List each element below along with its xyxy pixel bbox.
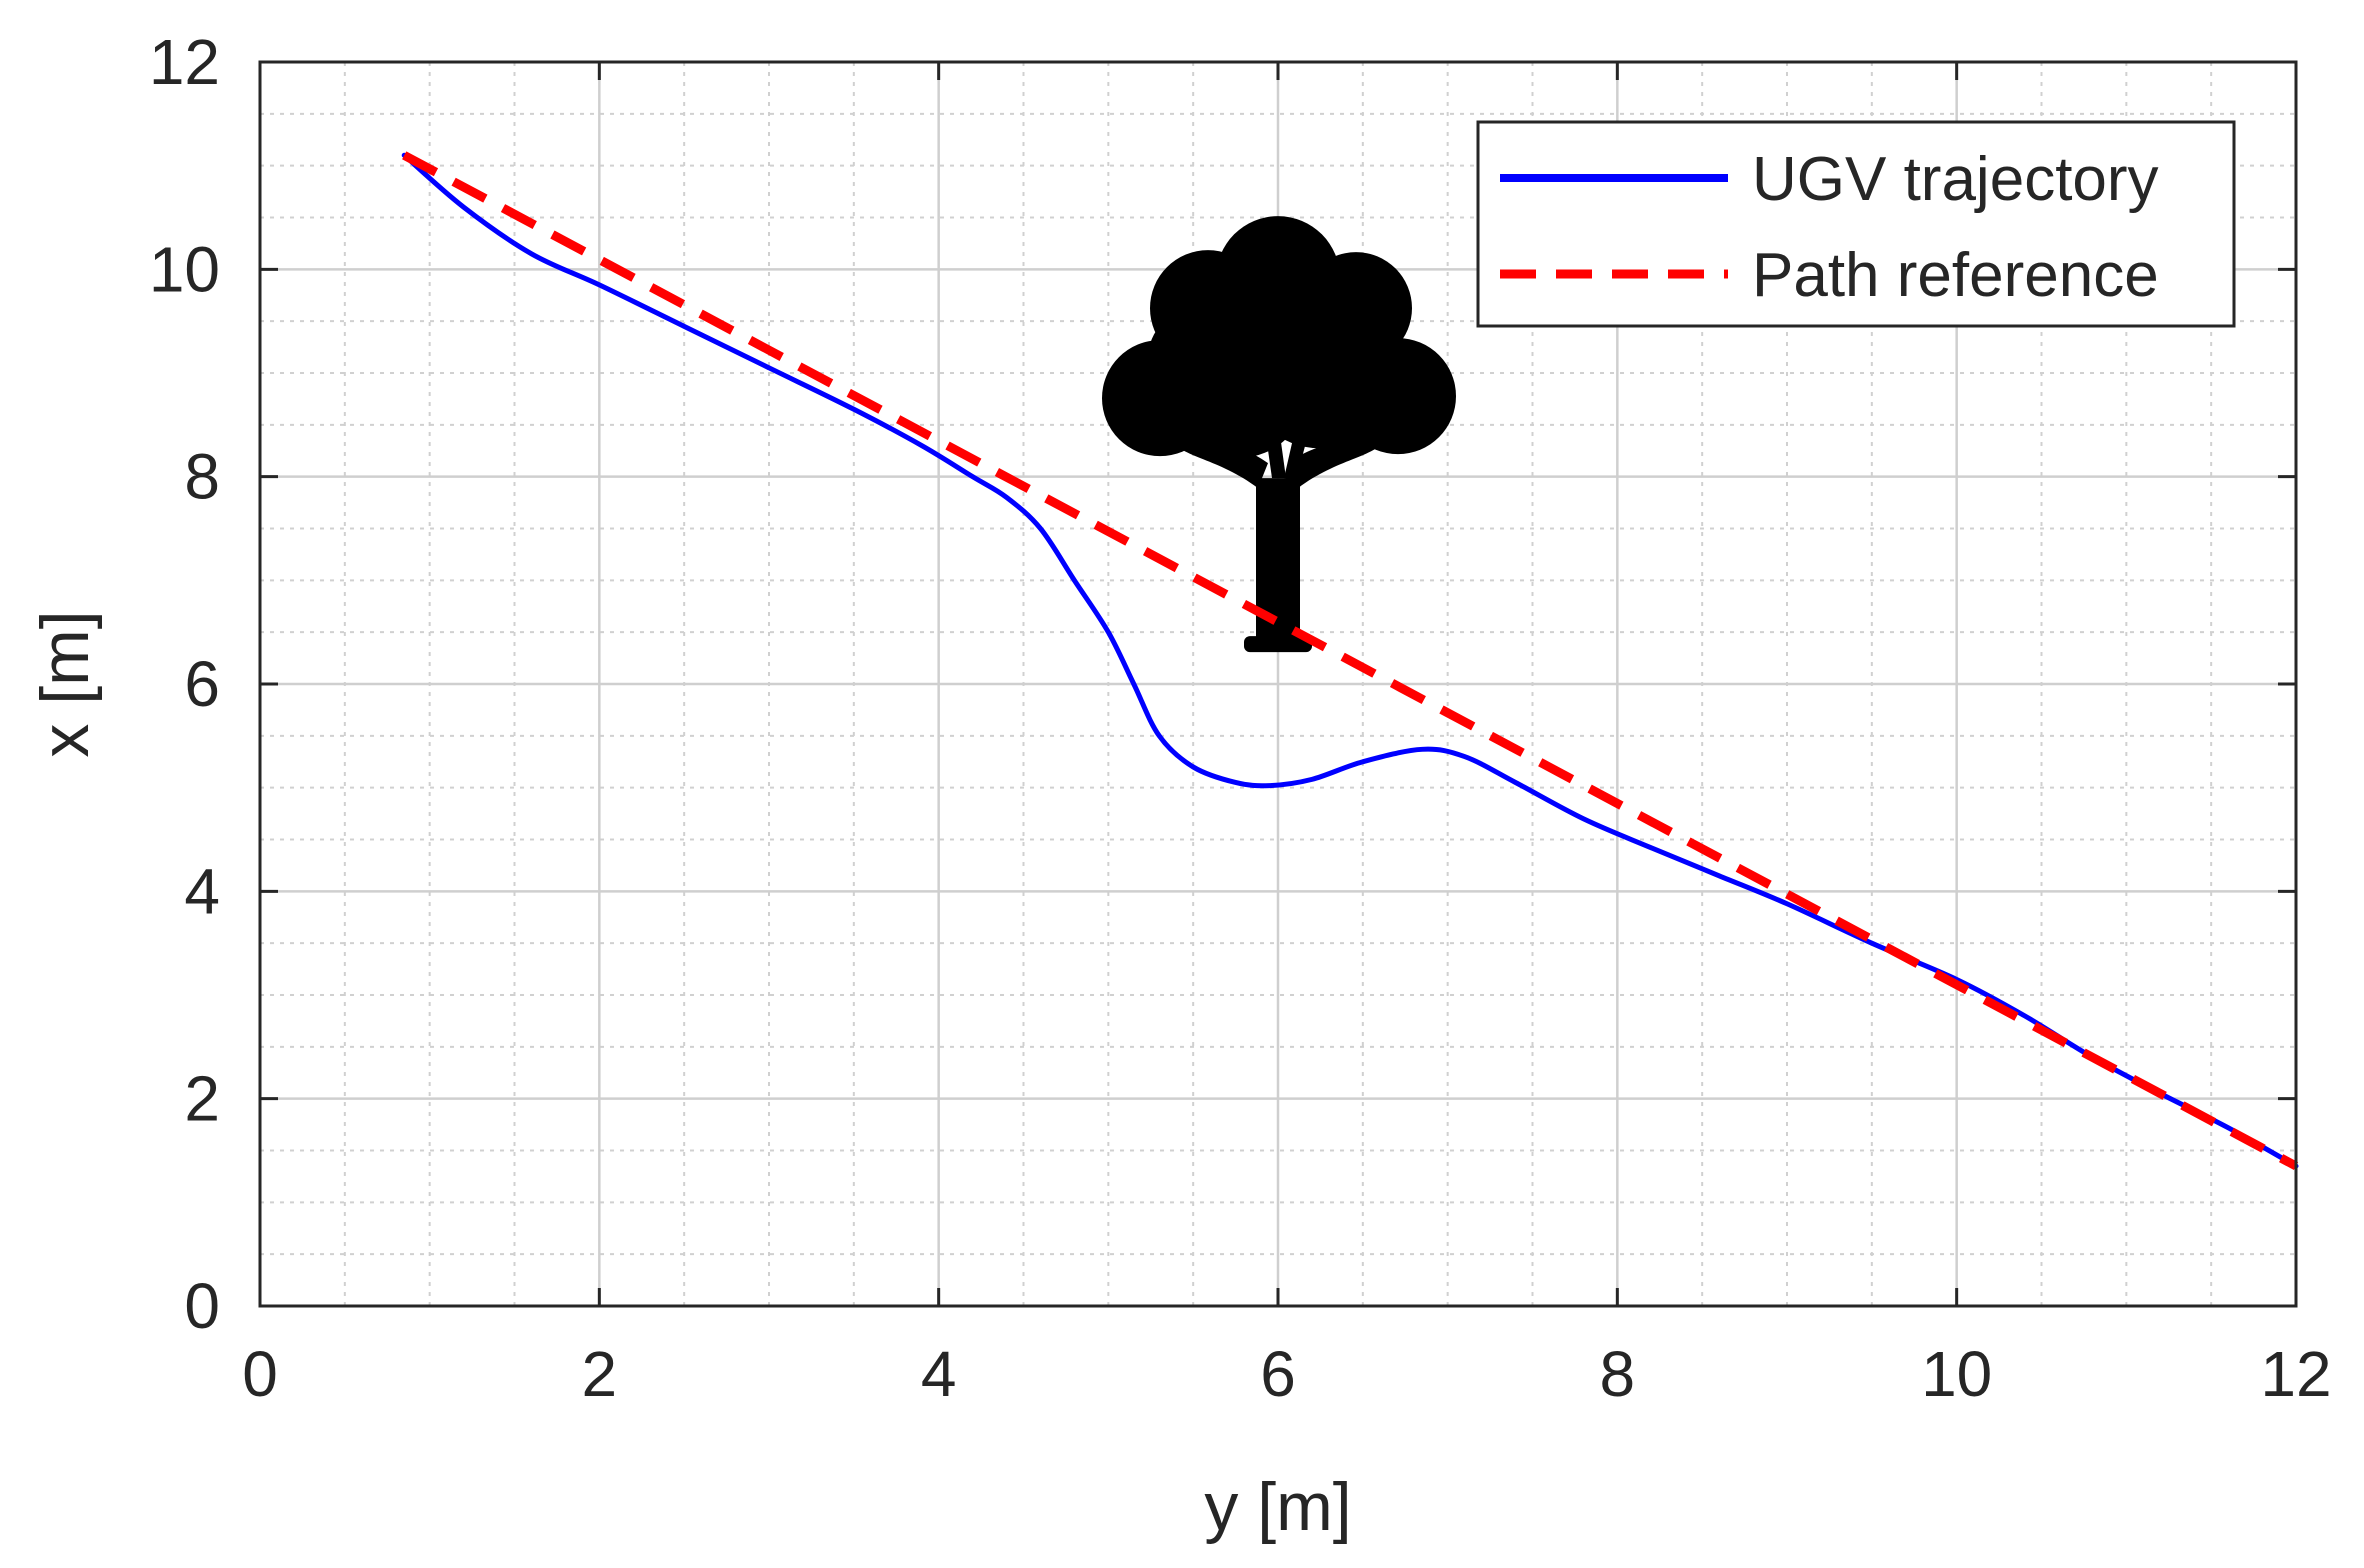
x-tick-label: 10 [1921,1338,1992,1410]
x-tick-label: 0 [242,1338,278,1410]
path-reference-line [402,151,2299,1171]
y-tick-label: 0 [184,1270,220,1342]
series-layer [401,151,2299,1171]
x-tick-label: 8 [1600,1338,1636,1410]
legend-label-ugv-trajectory: UGV trajectory [1752,145,2159,214]
ugv-trajectory-line [401,152,2299,1169]
y-tick-label: 4 [184,855,220,927]
y-axis-label: x [m] [27,610,103,757]
legend: UGV trajectory Path reference [1476,120,2236,328]
tree-icon [1102,216,1456,653]
legend-label-path-reference: Path reference [1752,241,2159,310]
y-tick-label: 8 [184,441,220,513]
x-tick-label: 2 [582,1338,618,1410]
legend-box [1476,120,2236,328]
y-tick-label: 6 [184,648,220,720]
x-tick-label: 6 [1260,1338,1296,1410]
x-axis-label: y [m] [1204,1469,1351,1545]
x-axis: 0 2 4 6 8 10 12 [242,62,2332,1410]
y-tick-label: 12 [149,26,220,98]
y-axis: 0 2 4 6 8 10 12 [149,26,2296,1342]
tree-annotation [1102,216,1456,653]
y-tick-label: 10 [149,233,220,305]
x-tick-label: 12 [2260,1338,2331,1410]
y-tick-label: 2 [184,1063,220,1135]
x-tick-label: 4 [921,1338,957,1410]
